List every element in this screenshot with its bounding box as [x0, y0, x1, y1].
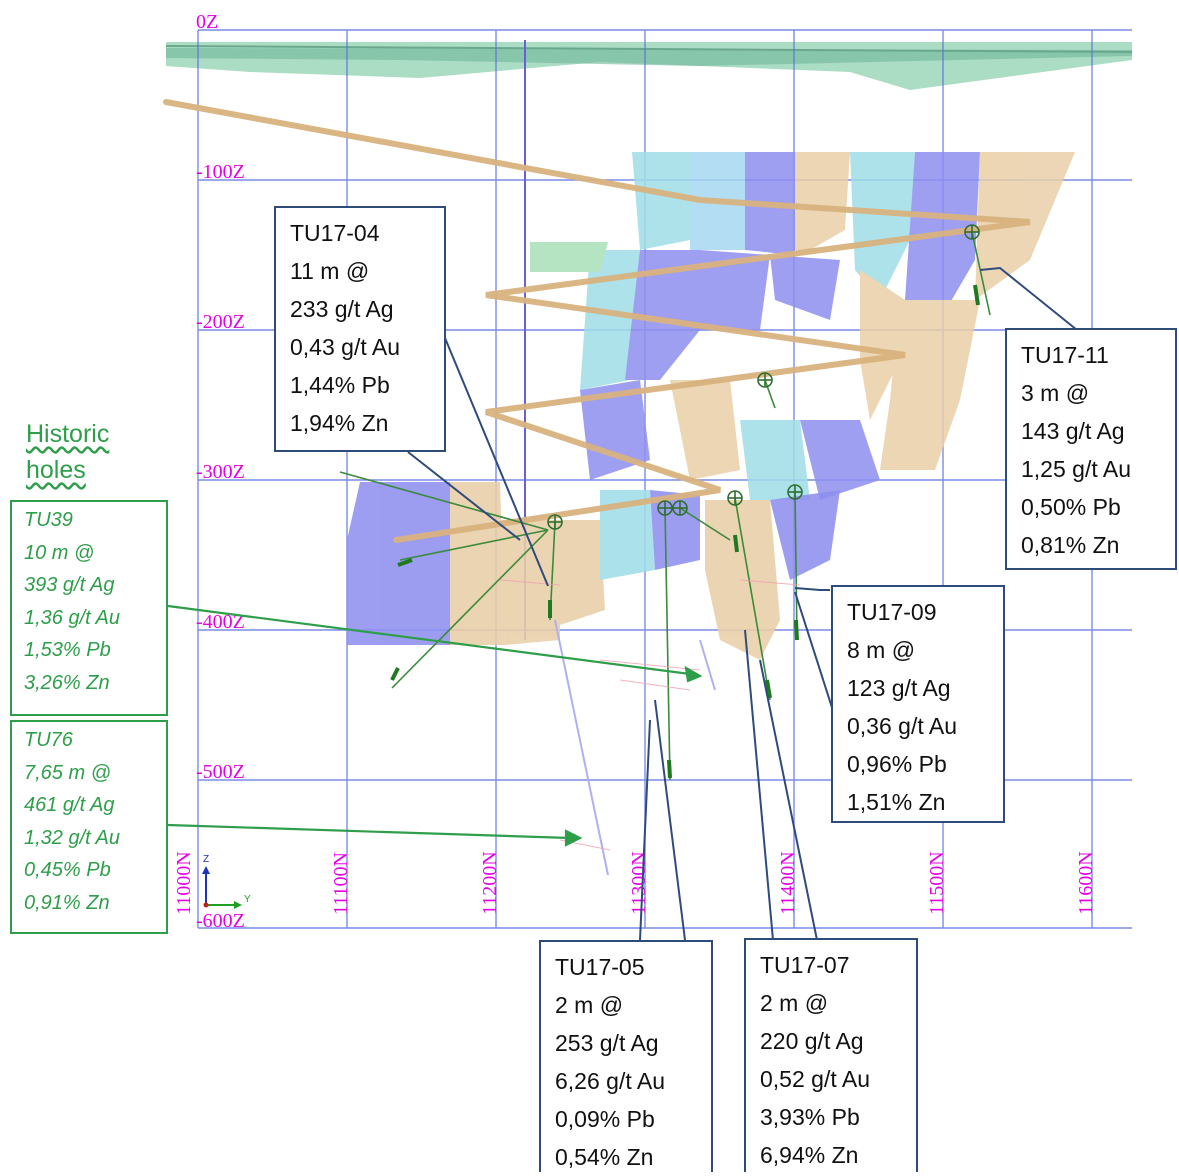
callout-line: TU76: [24, 729, 73, 751]
callout-tu17-05: TU17-05 2 m @ 253 g/t Ag 6,26 g/t Au 0,0…: [539, 940, 713, 1172]
northing-label: 11100N: [330, 852, 352, 915]
historic-arrows: [167, 604, 703, 847]
northing-label: 11200N: [479, 851, 501, 915]
elevation-label: 0Z: [196, 11, 218, 33]
callout-line: 0,45% Pb: [24, 859, 111, 881]
callout-line: TU39: [24, 509, 73, 531]
callout-line: 7,65 m @: [24, 761, 112, 784]
axis-triad-icon: Z Y: [202, 854, 251, 909]
callout-line: 461 g/t Ag: [24, 794, 115, 816]
callout-line: 0,09% Pb: [555, 1106, 655, 1132]
callout-line: 233 g/t Ag: [290, 296, 394, 322]
mineralized-intercepts: [390, 284, 980, 779]
elevation-label: -600Z: [196, 910, 245, 932]
elevation-label: -500Z: [196, 761, 245, 783]
callout-line: TU17-09: [847, 599, 937, 625]
drill-hole-traces: [339, 231, 991, 781]
callout-line: 0,36 g/t Au: [847, 713, 957, 739]
callout-line: 1,36 g/t Au: [24, 606, 120, 629]
axis-z-label: Z: [203, 854, 209, 865]
historic-callout-tu76: TU76 7,65 m @ 461 g/t Ag 1,32 g/t Au 0,4…: [10, 720, 168, 934]
callout-line: TU17-07: [760, 952, 850, 978]
callout-line: 1,44% Pb: [290, 372, 390, 398]
callout-line: 0,81% Zn: [1021, 532, 1120, 558]
callout-line: 11 m @: [290, 258, 370, 284]
callout-line: 1,25 g/t Au: [1021, 456, 1131, 482]
elevation-label: -100Z: [196, 161, 245, 183]
callout-line: 0,43 g/t Au: [290, 334, 400, 360]
callout-line: 3,93% Pb: [760, 1104, 860, 1130]
callout-line: 3,26% Zn: [24, 671, 110, 694]
northing-label: 11600N: [1075, 851, 1097, 915]
historic-hole-traces: [554, 619, 716, 876]
historic-heading-line: holes: [26, 456, 86, 484]
callout-line: 0,96% Pb: [847, 751, 947, 777]
callout-line: 2 m @: [760, 990, 829, 1016]
callout-line: 393 g/t Ag: [24, 574, 115, 596]
callout-tu17-04: TU17-04 11 m @ 233 g/t Ag 0,43 g/t Au 1,…: [274, 206, 446, 452]
decline-ramp: [163, 99, 1031, 543]
northing-labels: 11000N 11100N 11200N 11300N 11400N 11500…: [173, 851, 1097, 915]
northing-label: 11400N: [777, 851, 799, 915]
topographic-surface: [165, 42, 1133, 90]
callout-line: 0,52 g/t Au: [760, 1066, 870, 1092]
elevation-label: -200Z: [196, 311, 245, 333]
callout-line: 1,32 g/t Au: [24, 826, 120, 849]
callout-line: 8 m @: [847, 637, 916, 663]
callout-line: 3 m @: [1021, 380, 1090, 406]
callout-line: 143 g/t Ag: [1021, 418, 1125, 444]
northing-label: 11300N: [628, 851, 650, 915]
callout-line: 0,54% Zn: [555, 1144, 654, 1170]
callout-line: 1,51% Zn: [847, 789, 946, 815]
collar-markers: [547, 224, 980, 530]
callout-line: 1,94% Zn: [290, 410, 389, 436]
callout-tu17-07: TU17-07 2 m @ 220 g/t Ag 0,52 g/t Au 3,9…: [744, 938, 918, 1172]
historic-holes-heading: Historic holes: [26, 416, 109, 488]
callout-line: 6,26 g/t Au: [555, 1068, 665, 1094]
callout-line: TU17-04: [290, 220, 380, 246]
elevation-label: -400Z: [196, 611, 245, 633]
axis-y-label: Y: [244, 894, 251, 905]
callout-line: 6,94% Zn: [760, 1142, 859, 1168]
callout-line: 123 g/t Ag: [847, 675, 951, 701]
callout-tu17-11: TU17-11 3 m @ 143 g/t Ag 1,25 g/t Au 0,5…: [1005, 328, 1177, 570]
historic-callout-tu39: TU39 10 m @ 393 g/t Ag 1,36 g/t Au 1,53%…: [10, 500, 168, 716]
elevation-label: -300Z: [196, 461, 245, 483]
callout-line: 220 g/t Ag: [760, 1028, 864, 1054]
callout-line: TU17-05: [555, 954, 645, 980]
northing-label: 11500N: [926, 851, 948, 915]
callout-line: 10 m @: [24, 541, 95, 564]
callout-line: 1,53% Pb: [24, 639, 111, 661]
upper-ore-blocks: [530, 152, 1075, 500]
callout-tu17-09: TU17-09 8 m @ 123 g/t Ag 0,36 g/t Au 0,9…: [831, 585, 1005, 823]
callout-line: 0,91% Zn: [24, 891, 110, 914]
callout-line: 0,50% Pb: [1021, 494, 1121, 520]
elevation-labels: 0Z -100Z -200Z -300Z -400Z -500Z -600Z: [196, 11, 245, 932]
northing-label: 11000N: [173, 851, 195, 915]
callout-line: 2 m @: [555, 992, 624, 1018]
historic-heading-line: Historic: [26, 420, 110, 448]
callout-line: TU17-11: [1021, 342, 1109, 368]
callout-line: 253 g/t Ag: [555, 1030, 659, 1056]
